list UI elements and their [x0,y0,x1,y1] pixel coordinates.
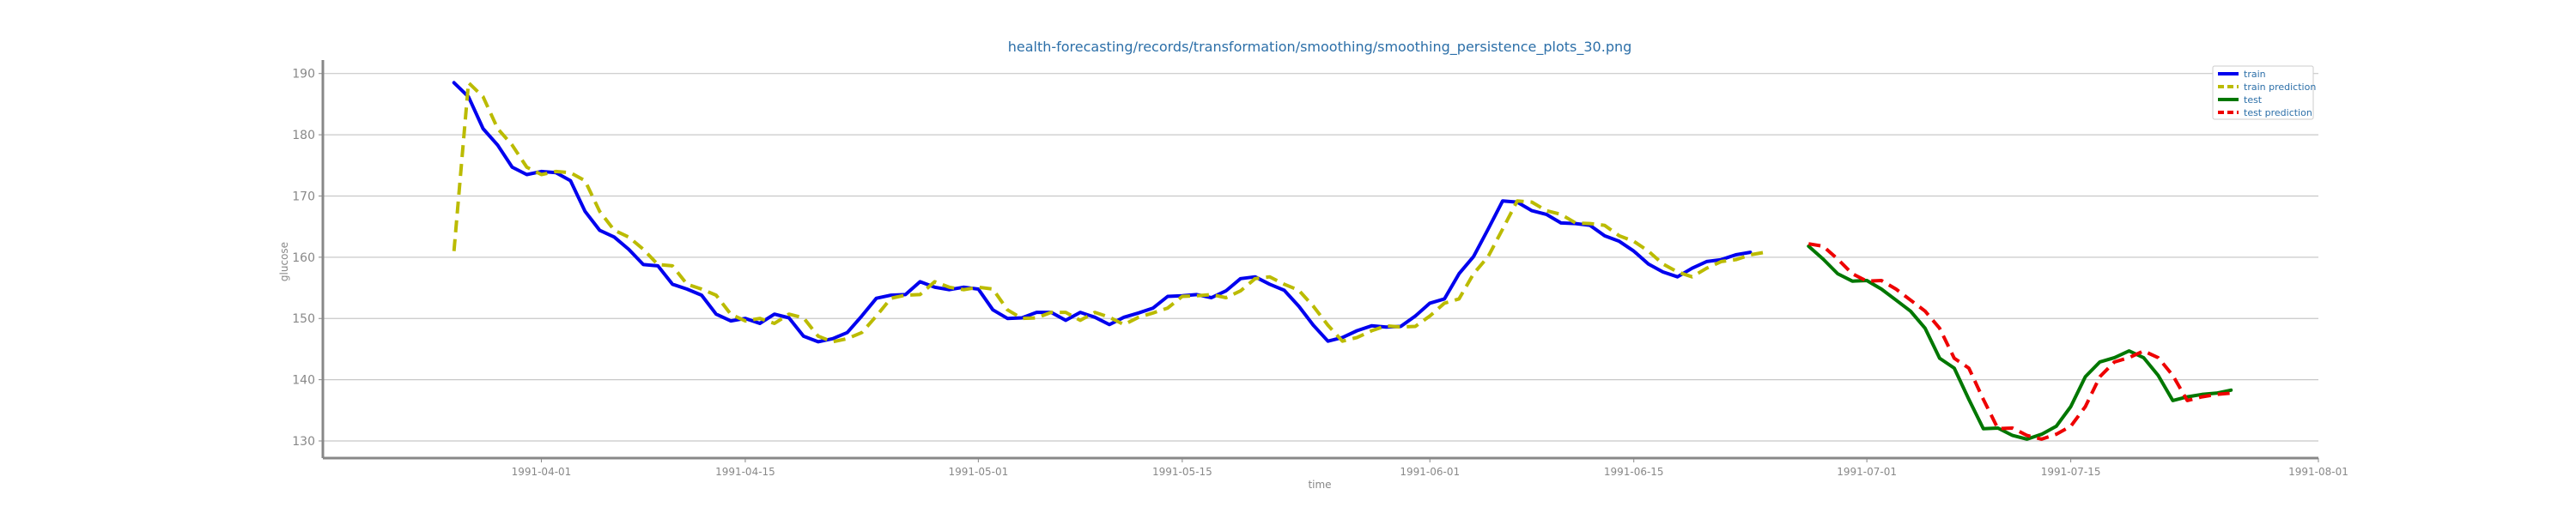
y-tick-label: 130 [292,435,315,449]
x-tick-label: 1991-07-15 [2041,466,2101,478]
y-tick-label: 180 [292,129,315,142]
axes: 130 140 150 160 170 180 190 1991-04-01 1991-04-1… [292,60,2348,478]
series-layer [452,81,2233,441]
x-tick-label: 1991-06-15 [1604,466,1664,478]
y-tick-label: 170 [292,190,315,203]
legend-label-test: test [2244,94,2263,106]
legend-label-test-prediction: test prediction [2244,107,2312,118]
series-test-prediction-line [1807,242,2232,441]
x-axis-label: time [1308,479,1331,491]
y-tick-label: 140 [292,374,315,388]
series-test-line [1807,244,2233,441]
x-tick-label: 1991-04-01 [512,466,572,478]
legend-box [2212,65,2314,120]
y-axis-label: glucose [278,242,290,281]
y-tick-label: 150 [292,312,315,326]
y-tick-label: 190 [292,68,315,81]
chart-title: health-forecasting/records/transformatio… [1008,39,1632,56]
x-tick-label: 1991-07-01 [1837,466,1897,478]
y-tick-label: 160 [292,251,315,265]
x-tick-label: 1991-05-01 [948,466,1008,478]
x-tick-label: 1991-08-01 [2288,466,2348,478]
grid-lines [323,73,2318,442]
legend-label-train-prediction: train prediction [2244,81,2316,93]
series-train-prediction-line [452,81,1765,344]
series-train-line [452,81,1753,344]
x-tick-label: 1991-05-15 [1152,466,1212,478]
legend-label-train: train [2244,69,2266,80]
x-tick-label: 1991-04-15 [715,466,775,478]
x-tick-label: 1991-06-01 [1400,466,1460,478]
